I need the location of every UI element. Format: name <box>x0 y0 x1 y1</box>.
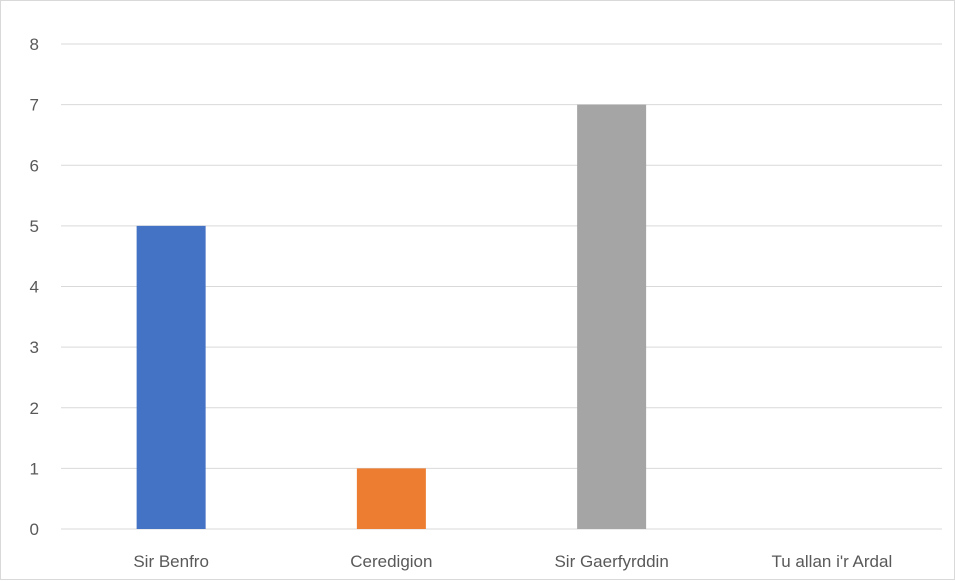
x-tick-label: Ceredigion <box>350 552 432 571</box>
y-tick-label: 2 <box>30 399 39 418</box>
x-tick-label: Sir Benfro <box>133 552 209 571</box>
bar-sir-benfro <box>136 225 206 529</box>
y-tick-label: 3 <box>30 338 39 357</box>
x-axis-tick-labels: Sir Benfro Ceredigion Sir Gaerfyrddin Tu al… <box>133 552 892 571</box>
y-tick-label: 4 <box>30 278 39 297</box>
y-tick-label: 0 <box>30 520 39 539</box>
y-tick-label: 7 <box>30 96 39 115</box>
bars <box>136 104 647 529</box>
bar-sir-gaerfyrddin <box>577 104 647 529</box>
y-tick-label: 6 <box>30 156 39 175</box>
y-tick-label: 5 <box>30 217 39 236</box>
y-tick-label: 8 <box>30 35 39 54</box>
gridlines <box>61 43 942 530</box>
y-tick-label: 1 <box>30 459 39 478</box>
bar-ceredigion <box>356 468 426 529</box>
y-axis-tick-labels: 0 1 2 3 4 5 6 7 8 <box>30 35 39 539</box>
x-tick-label: Tu allan i'r Ardal <box>772 552 893 571</box>
x-tick-label: Sir Gaerfyrddin <box>554 552 668 571</box>
